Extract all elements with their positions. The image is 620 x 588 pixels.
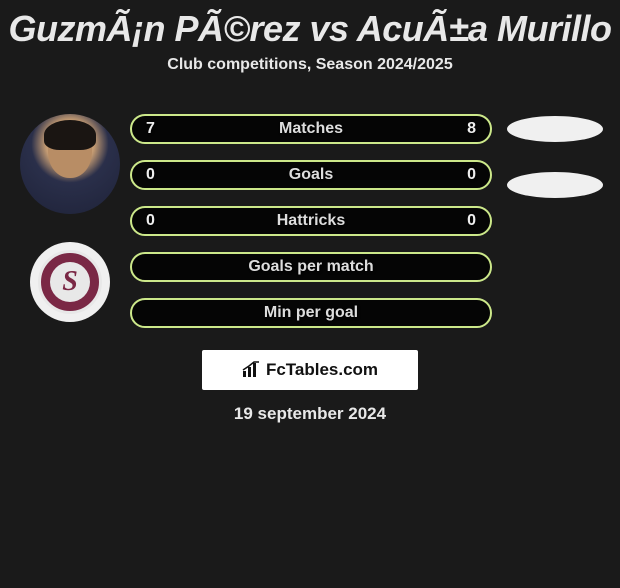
stat-row-hattricks: 0 Hattricks 0 — [130, 206, 492, 236]
stat-row-min-per-goal: Min per goal — [130, 298, 492, 328]
left-column: S — [10, 102, 130, 322]
chart-icon — [242, 361, 260, 379]
comparison-widget: GuzmÃ¡n PÃ©rez vs AcuÃ±a Murillo Club co… — [0, 8, 620, 424]
footer-date: 19 september 2024 — [0, 404, 620, 424]
stats-column: 7 Matches 8 0 Goals 0 0 Hattricks 0 Goal… — [130, 114, 500, 328]
club-badge: S — [30, 242, 110, 322]
stat-right-value: 0 — [467, 212, 476, 230]
stat-label: Goals — [289, 166, 333, 184]
stat-right-value: 0 — [467, 166, 476, 184]
stat-right-value: 8 — [467, 120, 476, 138]
page-title: GuzmÃ¡n PÃ©rez vs AcuÃ±a Murillo — [0, 8, 620, 50]
main-row: S 7 Matches 8 0 Goals 0 0 Hattricks 0 — [0, 102, 620, 328]
club-badge-inner: S — [38, 250, 102, 314]
brand-badge: FcTables.com — [202, 350, 418, 390]
stat-label: Min per goal — [264, 304, 358, 322]
page-subtitle: Club competitions, Season 2024/2025 — [0, 56, 620, 74]
stat-left-value: 0 — [146, 166, 155, 184]
stat-row-goals-per-match: Goals per match — [130, 252, 492, 282]
player-avatar — [20, 114, 120, 214]
brand-label: FcTables.com — [266, 360, 378, 380]
stat-row-goals: 0 Goals 0 — [130, 160, 492, 190]
stat-left-value: 7 — [146, 120, 155, 138]
stat-label: Matches — [279, 120, 343, 138]
stat-row-matches: 7 Matches 8 — [130, 114, 492, 144]
placeholder-ellipse — [507, 172, 603, 198]
placeholder-ellipse — [507, 116, 603, 142]
right-column — [500, 116, 610, 198]
stat-left-value: 0 — [146, 212, 155, 230]
club-badge-letter: S — [62, 266, 78, 298]
stat-label: Goals per match — [248, 258, 373, 276]
stat-label: Hattricks — [277, 212, 345, 230]
